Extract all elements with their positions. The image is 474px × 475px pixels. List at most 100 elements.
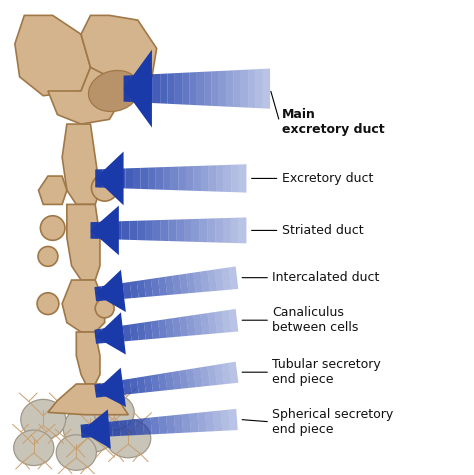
Polygon shape [116,380,125,395]
Polygon shape [186,273,196,293]
Ellipse shape [106,419,151,458]
Ellipse shape [89,70,140,112]
Polygon shape [179,370,189,389]
Polygon shape [200,218,208,242]
Polygon shape [137,220,145,240]
Polygon shape [204,71,211,106]
Polygon shape [158,416,167,434]
Polygon shape [116,325,125,342]
Circle shape [91,175,118,201]
Polygon shape [151,417,160,434]
Polygon shape [153,220,161,241]
Polygon shape [186,315,196,336]
Polygon shape [179,316,189,336]
Polygon shape [96,422,105,437]
Polygon shape [81,15,156,86]
Polygon shape [91,206,119,255]
Polygon shape [103,169,110,188]
Polygon shape [213,410,222,431]
Polygon shape [179,274,189,294]
Polygon shape [208,218,215,242]
Polygon shape [166,415,175,434]
Polygon shape [153,74,160,104]
Polygon shape [190,72,197,105]
Polygon shape [193,272,203,293]
Polygon shape [141,168,148,189]
Polygon shape [215,311,224,333]
Polygon shape [158,319,167,338]
Polygon shape [215,268,224,291]
Polygon shape [110,169,118,188]
Polygon shape [201,166,209,191]
Polygon shape [163,167,171,190]
Polygon shape [221,310,231,332]
Ellipse shape [21,399,66,439]
Polygon shape [228,361,238,383]
Polygon shape [167,73,175,104]
Polygon shape [98,222,106,239]
Polygon shape [193,367,203,387]
Polygon shape [131,75,138,102]
Polygon shape [182,414,191,433]
Polygon shape [62,280,105,332]
Polygon shape [145,220,153,240]
Polygon shape [95,368,126,407]
Polygon shape [231,164,239,192]
Polygon shape [118,169,126,189]
Polygon shape [95,152,124,205]
Circle shape [38,247,58,266]
Polygon shape [126,168,133,189]
Polygon shape [175,73,182,104]
Text: Striated duct: Striated duct [282,224,364,237]
Polygon shape [221,267,231,290]
Polygon shape [219,71,226,106]
Polygon shape [201,366,210,387]
Polygon shape [109,284,118,300]
Polygon shape [48,384,128,415]
Polygon shape [138,75,146,103]
Ellipse shape [94,395,134,430]
Polygon shape [231,218,238,243]
Polygon shape [208,312,217,334]
Polygon shape [241,70,248,108]
Polygon shape [165,276,174,295]
Polygon shape [123,324,132,342]
Text: Tubular secretory
end piece: Tubular secretory end piece [273,358,381,386]
Text: Intercalated duct: Intercalated duct [273,271,380,284]
Polygon shape [95,270,126,312]
Polygon shape [214,364,224,385]
Polygon shape [193,314,203,335]
Polygon shape [129,221,137,240]
Polygon shape [101,285,110,301]
Polygon shape [234,70,241,107]
Polygon shape [151,374,160,392]
Polygon shape [94,286,103,301]
Polygon shape [168,219,176,241]
Polygon shape [208,269,217,291]
Polygon shape [158,277,167,296]
Polygon shape [112,421,120,437]
Polygon shape [209,165,216,191]
Polygon shape [137,323,146,340]
Polygon shape [182,73,190,105]
Polygon shape [101,382,110,397]
Polygon shape [228,309,238,332]
Ellipse shape [64,405,118,453]
Polygon shape [238,218,246,243]
Polygon shape [215,218,223,243]
Polygon shape [101,328,110,343]
Polygon shape [133,168,141,189]
Polygon shape [130,378,139,394]
Ellipse shape [14,430,54,466]
Polygon shape [223,218,231,243]
Polygon shape [109,327,118,342]
Polygon shape [184,219,192,242]
Text: Canaliculus
between cells: Canaliculus between cells [273,306,359,334]
Polygon shape [165,372,174,390]
Polygon shape [263,68,270,109]
Polygon shape [95,313,126,354]
Polygon shape [226,70,234,107]
Text: Excretory duct: Excretory duct [282,172,373,185]
Polygon shape [62,124,100,204]
Polygon shape [67,204,100,280]
